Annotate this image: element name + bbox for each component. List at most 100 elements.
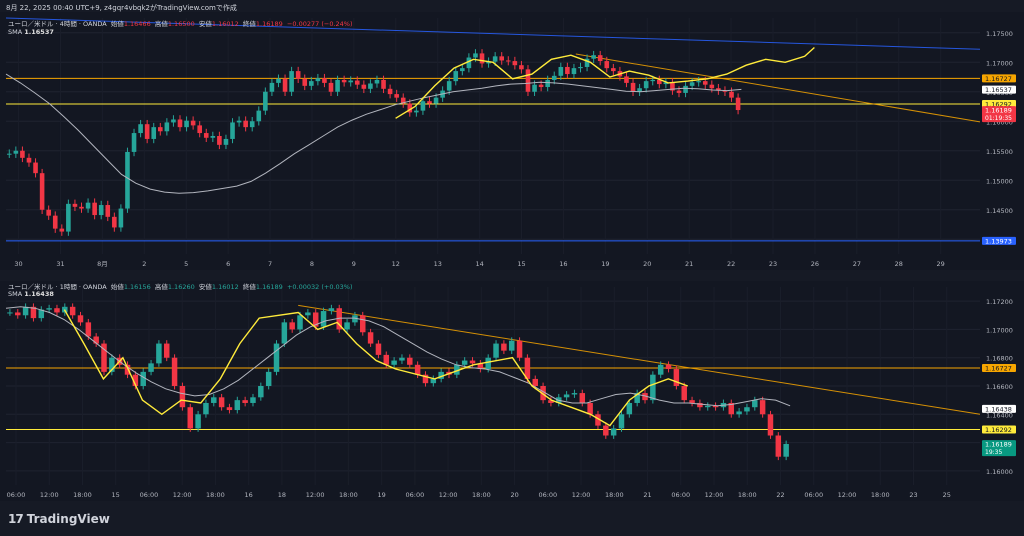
candle-body bbox=[315, 78, 321, 82]
candle-body bbox=[54, 308, 60, 313]
candle-body bbox=[604, 61, 610, 69]
candle-body bbox=[138, 124, 143, 134]
candle-body bbox=[72, 203, 78, 207]
sma-line bbox=[5, 73, 742, 194]
x-tick-label: 22 bbox=[776, 491, 784, 499]
candle-body bbox=[618, 414, 625, 429]
candle-body bbox=[305, 312, 311, 316]
candle-body bbox=[203, 133, 209, 138]
x-tick-label: 15 bbox=[517, 260, 525, 268]
candle-body bbox=[610, 428, 617, 436]
chart-header: 8月 22, 2025 00:40 UTC+9, z4gqr4vbqk2がTra… bbox=[6, 4, 237, 12]
candle-body bbox=[79, 206, 84, 209]
candle-body bbox=[187, 407, 194, 429]
candle-body bbox=[13, 150, 19, 154]
candle-body bbox=[163, 343, 170, 358]
sma-label: SMA bbox=[8, 290, 23, 298]
chart-panel-1h[interactable]: 1.17200 1.17000 1.16800 1.16600 1.16400 1.162… bbox=[0, 281, 1024, 501]
x-tick-label: 12 bbox=[392, 260, 400, 268]
candle-body bbox=[109, 357, 115, 372]
logo-text: TradingView bbox=[26, 512, 110, 526]
candle-body bbox=[670, 82, 675, 91]
chart-4h-svg[interactable]: 1.17500 1.17000 1.16500 1.16000 1.15500 1.150… bbox=[0, 12, 1024, 270]
x-tick-label: 18:00 bbox=[73, 491, 92, 499]
candle-body bbox=[125, 151, 130, 209]
candle-body bbox=[352, 315, 358, 323]
chart-panel-4h[interactable]: 1.17500 1.17000 1.16500 1.16000 1.15500 1.150… bbox=[0, 12, 1024, 270]
x-tick-label: 15 bbox=[112, 491, 120, 499]
candle-body bbox=[446, 81, 452, 91]
price-badge bbox=[982, 85, 1016, 94]
trend-line bbox=[575, 53, 981, 123]
sma-legend-4h[interactable]: SMA 1.16537 bbox=[8, 28, 54, 36]
candle-body bbox=[400, 97, 406, 104]
high-value: 1.16500 bbox=[167, 20, 195, 28]
candle-body bbox=[217, 136, 222, 145]
candle-body bbox=[263, 91, 268, 111]
x-tick-label: 22 bbox=[727, 260, 735, 268]
candle-body bbox=[112, 216, 117, 228]
candle-body bbox=[20, 150, 25, 158]
candle-body bbox=[335, 79, 340, 92]
candle-body bbox=[226, 407, 233, 411]
chart-1h-svg[interactable]: 1.17200 1.17000 1.16800 1.16600 1.16400 1.162… bbox=[0, 281, 1024, 501]
candle-body bbox=[322, 78, 327, 83]
x-tick-label: 31 bbox=[56, 260, 64, 268]
x-tick-label: 28 bbox=[895, 260, 903, 268]
candle-body bbox=[210, 136, 216, 138]
candle-body bbox=[540, 386, 546, 401]
candle-body bbox=[391, 360, 397, 365]
candle-body bbox=[683, 85, 688, 93]
candle-body bbox=[783, 443, 789, 457]
x-tick-label: 5 bbox=[184, 260, 188, 268]
candle-body bbox=[236, 120, 242, 123]
candle-body bbox=[485, 357, 491, 370]
candle-body bbox=[328, 82, 334, 92]
x-tick-label: 7 bbox=[268, 260, 272, 268]
y-tick-label: 1.17000 bbox=[986, 59, 1013, 67]
price-badge-label: 1.16189 bbox=[985, 441, 1012, 449]
x-tick-label: 18:00 bbox=[339, 491, 358, 499]
candle-body bbox=[256, 110, 262, 122]
candle-body bbox=[132, 374, 139, 386]
candle-body bbox=[7, 312, 13, 314]
candle-body bbox=[493, 343, 499, 358]
candle-body bbox=[584, 58, 590, 67]
candle-body bbox=[177, 119, 183, 128]
price-badge-label: 1.16189 bbox=[985, 107, 1012, 115]
candle-body bbox=[712, 405, 719, 408]
candle-body bbox=[140, 371, 146, 386]
candle-body bbox=[344, 322, 350, 330]
candle-body bbox=[676, 90, 682, 93]
x-tick-label: 18:00 bbox=[871, 491, 890, 499]
price-badge bbox=[982, 440, 1016, 457]
candle-body bbox=[92, 202, 97, 216]
tradingview-logo[interactable]: 𝟭𝟳 TradingView bbox=[8, 512, 110, 526]
open-label: 始値 bbox=[110, 283, 124, 291]
candle-body bbox=[420, 101, 426, 111]
x-tick-label: 12:00 bbox=[439, 491, 458, 499]
price-badge bbox=[982, 425, 1016, 434]
candle-body bbox=[230, 122, 235, 139]
x-tick-label: 12:00 bbox=[173, 491, 192, 499]
candle-body bbox=[336, 308, 342, 330]
sma-legend-1h[interactable]: SMA 1.16438 bbox=[8, 290, 54, 298]
candle-body bbox=[767, 414, 774, 436]
sma-line bbox=[5, 306, 791, 407]
high-label: 高値 bbox=[154, 283, 168, 291]
x-tick-label: 18:00 bbox=[472, 491, 491, 499]
candle-body bbox=[430, 378, 437, 384]
candle-body bbox=[611, 68, 616, 72]
candle-body bbox=[195, 414, 201, 429]
candle-body bbox=[39, 173, 45, 210]
candle-body bbox=[151, 127, 157, 139]
candle-body bbox=[603, 425, 609, 436]
candle-body bbox=[387, 88, 393, 95]
candle-body bbox=[486, 61, 491, 64]
price-badge bbox=[982, 106, 1016, 123]
candle-body bbox=[289, 71, 294, 92]
x-tick-label: 6 bbox=[226, 260, 230, 268]
candle-body bbox=[368, 83, 373, 89]
candle-body bbox=[171, 357, 178, 386]
change-value: +0.00032 (+0.03%) bbox=[286, 283, 353, 291]
